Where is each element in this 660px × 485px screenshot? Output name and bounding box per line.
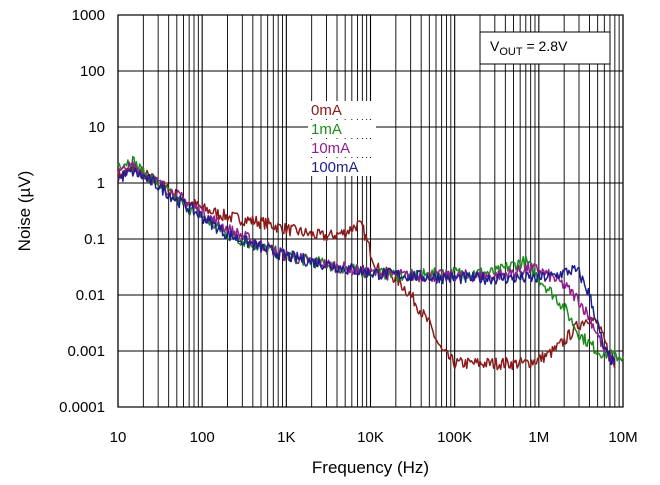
x-tick-label: 1K	[277, 429, 295, 446]
vout-annotation: VOUT = 2.8V	[490, 38, 568, 58]
legend-label-1mA: 1mA	[311, 121, 342, 138]
legend-backing	[308, 101, 376, 119]
y-axis-label: Noise (µV)	[15, 171, 34, 252]
legend-backing	[308, 139, 376, 157]
y-tick-label: 0.1	[84, 231, 105, 248]
x-tick-label: 1M	[528, 429, 549, 446]
annotation-subscript: OUT	[499, 46, 523, 58]
plot-border	[117, 14, 624, 408]
legend-label-0mA: 0mA	[311, 102, 342, 119]
x-tick-label: 10	[110, 429, 127, 446]
tick-labels: 10 100 1K 10K 100K 1M 10M 0.0001 0.001 0.01 0.1 1 10…	[59, 7, 637, 446]
legend-label-100mA: 100mA	[311, 159, 359, 176]
y-tick-label: 0.001	[67, 343, 105, 360]
series-line-0mA	[117, 164, 616, 371]
y-tick-label: 0.01	[76, 287, 105, 304]
x-axis-label: Frequency (Hz)	[312, 458, 429, 477]
series-line-10mA	[117, 161, 615, 365]
y-tick-label: 1000	[72, 7, 105, 24]
legend-label-10mA: 10mA	[311, 140, 350, 157]
y-tick-label: 100	[80, 63, 105, 80]
x-tick-label: 10M	[608, 429, 637, 446]
y-tick-label: 1	[97, 175, 105, 192]
grid	[117, 14, 624, 408]
annotation-frame	[479, 31, 611, 65]
legend-backing	[308, 158, 376, 176]
legend-backing	[308, 120, 376, 138]
annotation-value: = 2.8V	[523, 38, 568, 54]
x-tick-label: 100K	[437, 429, 472, 446]
annotation-v: V	[490, 38, 500, 54]
y-tick-label: 0.0001	[59, 399, 105, 416]
x-tick-label: 10K	[357, 429, 384, 446]
vout-annotation-box: VOUT = 2.8V	[479, 31, 611, 65]
series-line-100mA	[117, 166, 616, 366]
y-tick-label: 10	[88, 119, 105, 136]
series-layer	[117, 155, 624, 371]
x-tick-label: 100	[190, 429, 215, 446]
legend: 0mA 1mA 10mA 100mA	[308, 101, 376, 176]
